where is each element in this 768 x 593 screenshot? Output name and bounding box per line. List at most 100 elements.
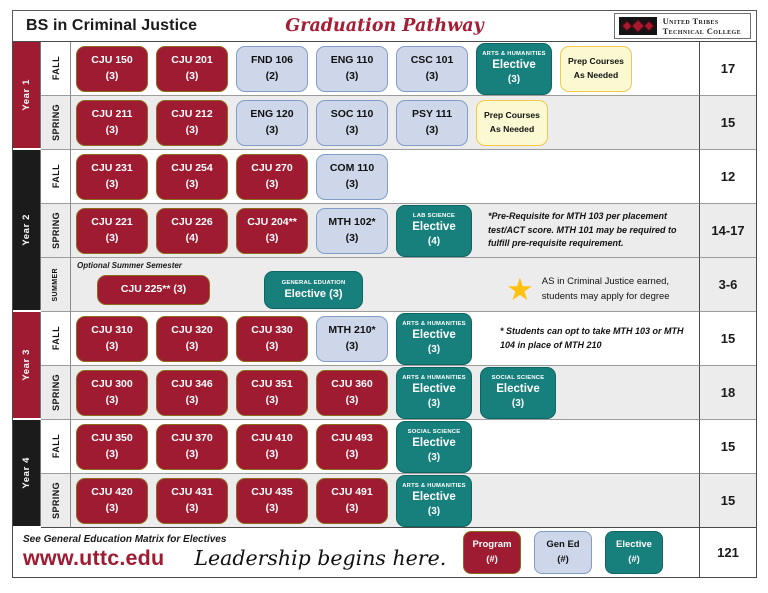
course-credits: (3) <box>105 447 119 460</box>
course-box: CJU 351 (3) <box>236 369 308 416</box>
credits-value: 15 <box>699 96 756 150</box>
course-credits: (3) <box>265 393 279 406</box>
slogan-text: Leadership begins here. <box>194 546 447 570</box>
course-credits: (3) <box>185 123 199 136</box>
uttc-website-link[interactable]: www.uttc.edu <box>23 546 165 570</box>
row-note: * Students can opt to take MTH 103 or MT… <box>500 325 699 352</box>
course-code: CJU 431 <box>171 486 213 499</box>
legend-gened-credits: (#) <box>557 553 569 565</box>
prep-line1: Prep Courses <box>484 110 540 121</box>
elective-label: Elective <box>412 220 456 233</box>
elective-credits: (3) <box>507 74 521 86</box>
course-box: CJU 231 (3) <box>76 153 148 200</box>
credits-value: 15 <box>699 312 756 366</box>
elective-category-label: ARTS & HUMANITIES <box>482 50 546 57</box>
course-row-year1-spring: CJU 211 (3) CJU 212 (3) ENG 120 (3) SOC 110 (3)… <box>71 96 699 150</box>
elective-category-label: SOCIAL SCIENCE <box>407 428 461 435</box>
course-box: CJU 420 (3) <box>76 477 148 524</box>
course-credits: (2) <box>265 69 279 82</box>
elective-category-label: ARTS & HUMANITIES <box>402 482 466 489</box>
course-code: ENG 110 <box>330 54 374 67</box>
course-box: CJU 212 (3) <box>156 99 228 146</box>
total-credits-value: 121 <box>699 528 756 577</box>
year-4-text: Year 4 <box>21 457 32 489</box>
credits-value: 15 <box>699 474 756 528</box>
course-code: CJU 491 <box>331 486 373 499</box>
course-code: CJU 350 <box>91 432 133 445</box>
course-code: CJU 310 <box>91 324 133 337</box>
course-box: ENG 110 (3) <box>316 45 388 92</box>
course-box: CJU 410 (3) <box>236 423 308 470</box>
elective-credits: (4) <box>427 236 441 248</box>
url-row: www.uttc.edu Leadership begins here. <box>23 546 446 571</box>
course-box: MTH 210* (3) <box>316 315 388 362</box>
course-box: SOC 110 (3) <box>316 99 388 146</box>
course-credits: (3) <box>105 339 119 352</box>
gen-ed-matrix-note: See General Education Matrix for Electiv… <box>23 534 227 545</box>
elective-credits: (3) <box>427 344 441 356</box>
logo-line2: Technical College <box>662 26 741 36</box>
course-credits: (3) <box>425 69 439 82</box>
course-code: CJU 435 <box>251 486 293 499</box>
course-credits: (4) <box>185 231 199 244</box>
course-box: CJU 493 (3) <box>316 423 388 470</box>
course-box: CJU 431 (3) <box>156 477 228 524</box>
course-credits: (3) <box>185 339 199 352</box>
elective-label: Elective <box>412 436 456 449</box>
course-code: CJU 300 <box>91 378 133 391</box>
course-credits: (3) <box>345 177 359 190</box>
year-3-label: Year 3 <box>13 312 41 418</box>
course-code: CJU 493 <box>331 432 373 445</box>
star-icon: ★ <box>506 272 534 307</box>
course-row-year2-fall: CJU 231 (3) CJU 254 (3) CJU 270 (3) COM 110 (3) <box>71 150 699 204</box>
semester-text: SPRING <box>50 482 61 519</box>
semester-label: SPRING <box>41 474 71 528</box>
course-code: ENG 120 <box>250 108 294 121</box>
course-box: MTH 102* (3) <box>316 207 388 254</box>
credits-value: 3-6 <box>699 258 756 312</box>
elective-box: GENERAL EDUATION Elective (3) <box>264 270 363 309</box>
prep-line2: As Needed <box>489 123 535 134</box>
course-credits: (3) <box>185 177 199 190</box>
course-credits: (3) <box>345 393 359 406</box>
course-row-year1-fall: CJU 150 (3) CJU 201 (3) FND 106 (2) ENG 110 (3)… <box>71 42 699 96</box>
semester-label: SPRING <box>41 96 71 150</box>
course-code: CJU 212 <box>171 108 213 121</box>
course-credits: (3) <box>105 177 119 190</box>
semester-label: SPRING <box>41 204 71 258</box>
course-code: CSC 101 <box>410 54 454 67</box>
year-3-text: Year 3 <box>21 349 32 381</box>
credits-value: 15 <box>699 420 756 474</box>
semester-text: FALL <box>50 326 61 351</box>
credits-value: 14-17 <box>699 204 756 258</box>
course-credits: (3) <box>425 123 439 136</box>
semester-label: FALL <box>41 312 71 366</box>
header-band: BS in Criminal Justice Graduation Pathwa… <box>12 10 757 41</box>
year-2-text: Year 2 <box>21 214 32 246</box>
course-code: MTH 210* <box>328 324 376 337</box>
legend-program-credits: (#) <box>486 553 498 565</box>
year-2-label: Year 2 <box>13 150 41 310</box>
credits-value: 18 <box>699 366 756 420</box>
course-credits: (3) <box>185 501 199 514</box>
logo-line1: United Tribes <box>662 15 719 26</box>
legend: Program (#) Gen Ed (#) Elective (#) <box>463 531 663 574</box>
elective-label: Elective (3) <box>284 287 343 300</box>
note-text: *Pre-Requisite for MTH 103 per placement… <box>488 211 677 249</box>
elective-category-label: ARTS & HUMANITIES <box>402 374 466 381</box>
course-box: CJU 330 (3) <box>236 315 308 362</box>
legend-gened-box: Gen Ed (#) <box>534 531 592 574</box>
year-1-text: Year 1 <box>21 79 32 111</box>
course-credits: (3) <box>105 393 119 406</box>
elective-label: Elective <box>496 382 540 395</box>
course-box: COM 110 (3) <box>316 153 388 200</box>
course-box: CJU 221 (3) <box>76 207 148 254</box>
course-code: CJU 225** (3) <box>120 282 187 295</box>
credits-value: 17 <box>699 42 756 96</box>
prep-line2: As Needed <box>573 69 619 80</box>
course-box: CJU 370 (3) <box>156 423 228 470</box>
semester-text: FALL <box>50 56 61 81</box>
elective-box: ARTS & HUMANITIES Elective (3) <box>396 366 472 419</box>
elective-category-label: SOCIAL SCIENCE <box>491 374 545 381</box>
course-row-year4-fall: CJU 350 (3) CJU 370 (3) CJU 410 (3) CJU 493 (3)… <box>71 420 699 474</box>
